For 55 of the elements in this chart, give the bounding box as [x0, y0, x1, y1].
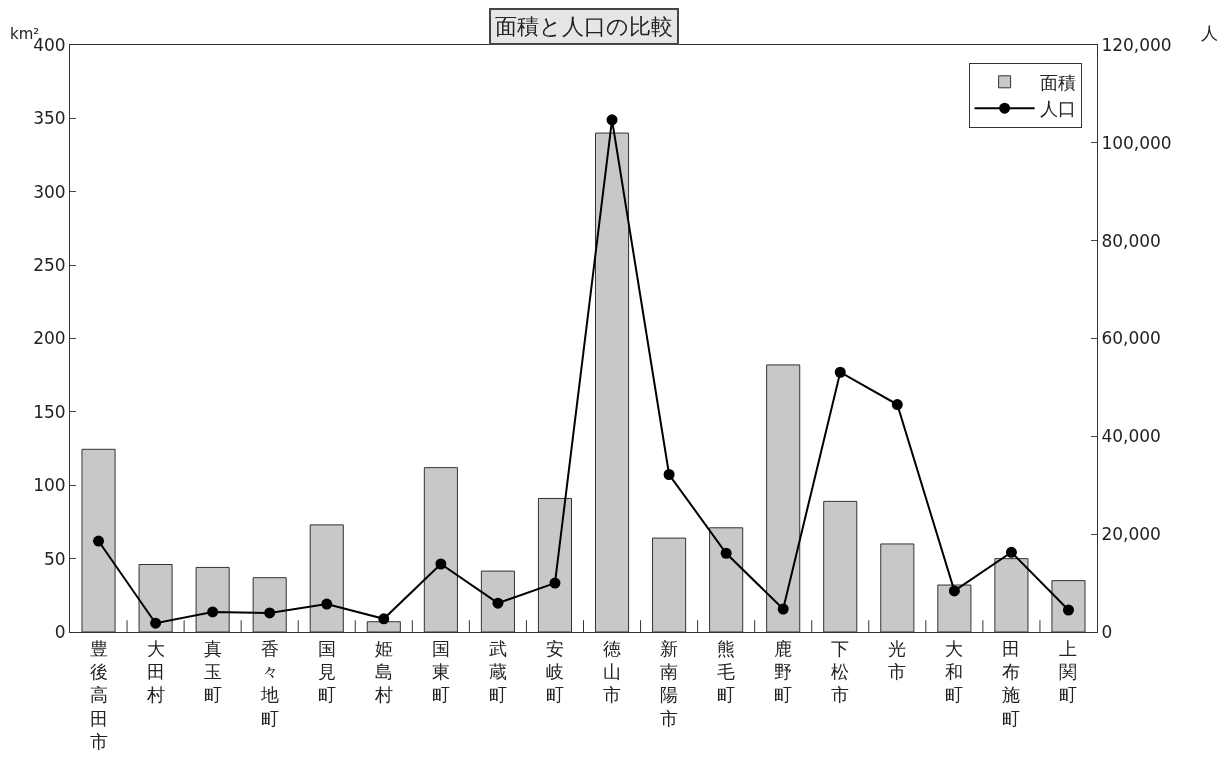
x-tick-label: 徳山市	[603, 637, 622, 706]
point	[549, 577, 561, 589]
point	[891, 399, 903, 411]
y2-axis-title: 人	[1201, 23, 1218, 43]
point	[1005, 546, 1017, 558]
legend-label: 人口	[1039, 98, 1076, 120]
x-tick-label: 香々地町	[259, 637, 279, 729]
point	[777, 603, 789, 615]
y2-tick-label: 80,000	[1101, 230, 1161, 251]
x-tick-label: 光市	[888, 637, 907, 682]
x-tick-label: 新南陽市	[660, 637, 679, 729]
y-tick-label: 50	[43, 548, 66, 569]
point	[93, 535, 105, 547]
y-tick-label: 350	[33, 108, 66, 129]
y-tick-label: 250	[33, 255, 66, 276]
x-tick-label: 熊毛町	[717, 637, 736, 706]
y-tick-label: 200	[33, 328, 66, 349]
x-tick-label: 豊後高田市	[89, 637, 108, 753]
point	[435, 558, 447, 570]
x-tick-label: 鹿野町	[774, 637, 793, 706]
point	[150, 617, 162, 629]
y-tick-label: 100	[33, 475, 66, 496]
x-tick-label: 上関町	[1059, 637, 1078, 706]
y2-tick-label: 0	[1101, 621, 1113, 642]
point	[207, 606, 219, 618]
chart-title: 面積と人口の比較	[495, 14, 673, 39]
point	[834, 366, 846, 378]
point	[321, 598, 333, 610]
x-tick-label: 下松市	[831, 637, 850, 706]
y-tick-label: 150	[33, 401, 66, 422]
legend-label: 面積	[1039, 71, 1076, 93]
x-tick-label: 安岐町	[545, 637, 564, 706]
point	[720, 547, 732, 559]
y2-tick-label: 20,000	[1101, 524, 1161, 545]
x-tick-label: 田布施町	[1002, 637, 1021, 729]
point	[606, 114, 618, 126]
point	[378, 613, 390, 625]
x-tick-label: 大和町	[945, 637, 964, 706]
x-tick-label: 国見町	[317, 637, 336, 706]
point	[663, 468, 675, 480]
x-tick-label: 国東町	[431, 637, 450, 706]
y-tick-label: 300	[33, 181, 66, 202]
point	[948, 585, 960, 597]
x-tick-label: 真玉町	[203, 637, 222, 706]
point	[492, 597, 504, 609]
y2-tick-label: 120,000	[1101, 34, 1172, 55]
y2-tick-label: 100,000	[1101, 132, 1172, 153]
x-tick-label: 武蔵町	[488, 637, 507, 706]
x-tick-label: 大田村	[145, 637, 165, 706]
y2-tick-label: 60,000	[1101, 328, 1161, 349]
y2-tick-label: 40,000	[1101, 426, 1161, 447]
y-tick-label: 0	[54, 621, 66, 642]
point	[1062, 604, 1074, 616]
x-tick-label: 姫島村	[373, 637, 393, 706]
point	[264, 607, 276, 619]
